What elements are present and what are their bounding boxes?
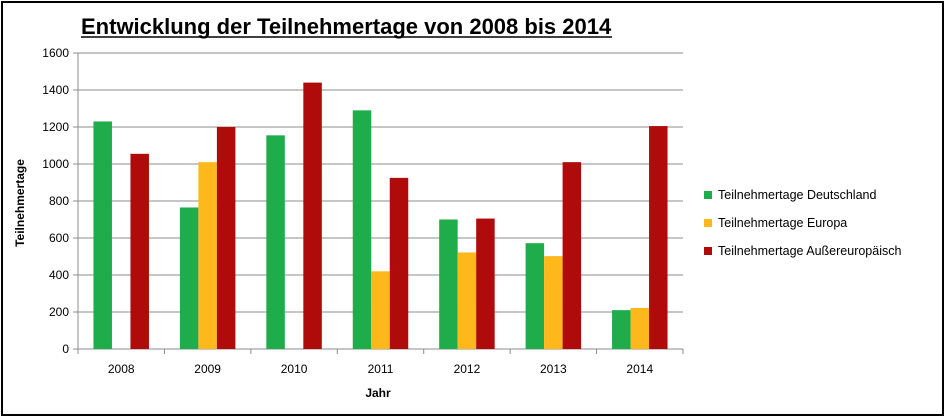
x-tick-label: 2014 <box>626 362 653 376</box>
gridlines <box>78 52 683 313</box>
y-tick-label: 400 <box>49 268 69 282</box>
x-tick-label: 2011 <box>368 362 394 376</box>
bar-2011-1 <box>352 110 372 349</box>
bar-2008-3 <box>130 153 149 349</box>
bar-2014-3 <box>649 126 668 349</box>
bar-2013-1 <box>525 243 545 349</box>
legend: Teilnehmertage Deutschland Teilnehmertage… <box>704 188 901 258</box>
y-tick-label: 1200 <box>42 120 69 134</box>
y-tick-label: 800 <box>49 194 69 208</box>
bar-2009-1 <box>179 207 199 349</box>
legend-swatch <box>704 219 712 227</box>
x-tick-label: 2013 <box>540 362 567 376</box>
chart-title: Entwicklung der Teilnehmertage von 2008 … <box>81 14 612 39</box>
bar-2012-3 <box>476 218 495 349</box>
y-axis-title: Teilnehmertage <box>13 159 27 247</box>
legend-swatch <box>704 191 712 199</box>
y-tick-label: 1600 <box>42 46 69 60</box>
bar-2012-2 <box>457 252 477 349</box>
x-tick-label: 2012 <box>454 362 481 376</box>
y-tick-label: 1000 <box>42 157 69 171</box>
bar-chart: 0 200 400 600 800 1000 1200 1400 1600 2008 2009 201… <box>13 14 901 400</box>
bar-2011-2 <box>371 271 390 349</box>
legend-label: Teilnehmertage Außereuropäisch <box>718 244 901 258</box>
bar-2009-3 <box>216 127 236 349</box>
bar-2010-3 <box>303 82 322 349</box>
bar-2009-2 <box>198 162 217 349</box>
bar-2014-2 <box>630 307 650 349</box>
y-tick-label: 0 <box>62 342 69 356</box>
y-tick-label: 1400 <box>42 83 69 97</box>
bar-2013-2 <box>544 256 563 349</box>
bar-2014-1 <box>612 310 631 349</box>
bar-2010-1 <box>266 135 285 349</box>
y-tick-label: 600 <box>49 231 69 245</box>
bar-2011-3 <box>389 177 409 349</box>
bars <box>93 82 668 349</box>
axes <box>73 52 684 354</box>
bar-2013-3 <box>562 162 582 349</box>
legend-label: Teilnehmertage Europa <box>718 216 847 230</box>
legend-swatch <box>704 247 712 255</box>
x-tick-label: 2010 <box>281 362 308 376</box>
legend-label: Teilnehmertage Deutschland <box>718 188 876 202</box>
tick-labels: 0 200 400 600 800 1000 1200 1400 1600 2008 2009 201… <box>42 46 653 376</box>
bar-2012-1 <box>439 219 458 349</box>
x-axis-title: Jahr <box>365 386 391 400</box>
x-tick-label: 2008 <box>108 362 135 376</box>
bar-2008-1 <box>93 121 112 349</box>
y-tick-label: 200 <box>49 305 69 319</box>
x-tick-label: 2009 <box>194 362 221 376</box>
